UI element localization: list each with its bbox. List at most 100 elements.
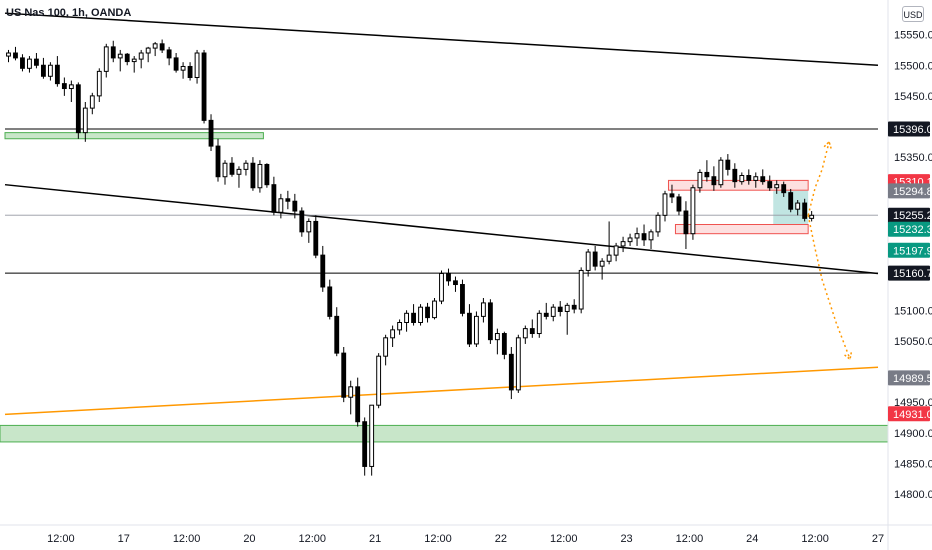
x-tick-label: 17 xyxy=(118,533,130,545)
candle-body xyxy=(418,306,423,323)
candle-body xyxy=(243,162,249,170)
candle-body xyxy=(460,284,465,314)
candle xyxy=(697,169,703,193)
candle-body xyxy=(320,254,326,288)
candle-body xyxy=(739,175,745,183)
price-tag-bg xyxy=(888,265,930,281)
candle xyxy=(96,68,102,102)
price-tag-bg xyxy=(888,121,930,137)
candle xyxy=(432,298,437,320)
candle xyxy=(271,176,277,216)
candle-body xyxy=(61,83,67,90)
candle-body xyxy=(683,210,689,235)
candle-body xyxy=(194,52,200,78)
x-tick-label: 20 xyxy=(243,533,255,545)
candle xyxy=(446,268,451,286)
candle xyxy=(40,57,46,79)
candle-body xyxy=(89,95,95,109)
candle xyxy=(725,154,731,176)
candle-body xyxy=(229,162,235,175)
candle-body xyxy=(480,302,486,317)
candle-body xyxy=(250,162,256,189)
candle-body xyxy=(68,84,74,90)
candle-body xyxy=(599,260,605,267)
currency-badge[interactable]: USD xyxy=(902,6,924,22)
candle xyxy=(152,41,158,57)
candle-body xyxy=(432,300,437,319)
candle xyxy=(634,227,640,246)
candle xyxy=(383,334,389,366)
candle-body xyxy=(13,52,18,59)
candle-body xyxy=(802,202,808,219)
candle xyxy=(760,169,766,185)
candle-body xyxy=(550,306,556,317)
x-tick-label: 22 xyxy=(495,533,507,545)
candle-body xyxy=(397,322,403,331)
candle xyxy=(515,334,521,393)
candle xyxy=(732,163,738,188)
plot-area xyxy=(0,12,888,476)
candle xyxy=(285,190,291,210)
candle xyxy=(781,181,787,197)
candle-body xyxy=(131,58,137,63)
price-tag: 15294.8 xyxy=(888,183,932,199)
candle-body xyxy=(662,193,668,216)
candle-body xyxy=(117,53,123,59)
y-tick-label: 14850.0 xyxy=(894,458,932,470)
price-tag-label: 14989.5 xyxy=(893,373,932,385)
candle xyxy=(746,169,752,185)
candle-body xyxy=(467,312,472,345)
candle xyxy=(487,299,493,344)
x-tick-label: 12:00 xyxy=(299,533,327,545)
candle-body xyxy=(557,306,563,312)
candle xyxy=(599,258,605,280)
candle-body xyxy=(306,220,312,233)
candle-body xyxy=(732,168,738,183)
candle xyxy=(250,157,256,191)
candle-body xyxy=(103,46,109,72)
candle-body xyxy=(690,187,696,235)
price-tag: 15160.7 xyxy=(888,265,932,281)
candle-body xyxy=(20,57,25,69)
candle-body xyxy=(781,184,787,194)
candle-body xyxy=(564,304,570,312)
candle xyxy=(145,46,151,63)
candle-body xyxy=(697,171,703,189)
candle xyxy=(683,201,689,249)
candle xyxy=(439,270,444,305)
price-tag-label: 15396.0 xyxy=(893,124,932,136)
candle xyxy=(641,224,647,246)
candle xyxy=(529,319,535,338)
candle-body xyxy=(746,175,752,181)
candle-body xyxy=(40,64,46,77)
candle xyxy=(606,221,612,265)
y-tick-label: 14950.0 xyxy=(894,397,932,409)
y-tick-label: 15050.0 xyxy=(894,336,932,348)
candle-body xyxy=(487,302,493,341)
candle-body xyxy=(795,202,801,210)
candle xyxy=(411,304,416,326)
candle xyxy=(369,404,375,476)
candle xyxy=(229,157,235,177)
y-tick-label: 15100.0 xyxy=(894,305,932,317)
candle xyxy=(704,160,710,182)
price-tag: 14989.5 xyxy=(888,370,932,386)
price-tag-bg xyxy=(888,406,930,422)
candle-body xyxy=(327,286,333,317)
candle-body xyxy=(494,333,500,341)
candle-body xyxy=(173,57,179,71)
candle xyxy=(110,40,116,63)
candle-body xyxy=(725,159,731,170)
candle-body xyxy=(543,312,549,317)
candle xyxy=(348,380,354,415)
candle xyxy=(180,62,186,79)
candle xyxy=(159,39,165,53)
candle-body xyxy=(82,107,88,134)
candle xyxy=(473,311,479,347)
candle-body xyxy=(711,176,717,186)
candle-body xyxy=(446,273,451,282)
candle xyxy=(306,218,312,243)
candle xyxy=(131,56,137,73)
y-tick-label: 15550.0 xyxy=(894,30,932,42)
